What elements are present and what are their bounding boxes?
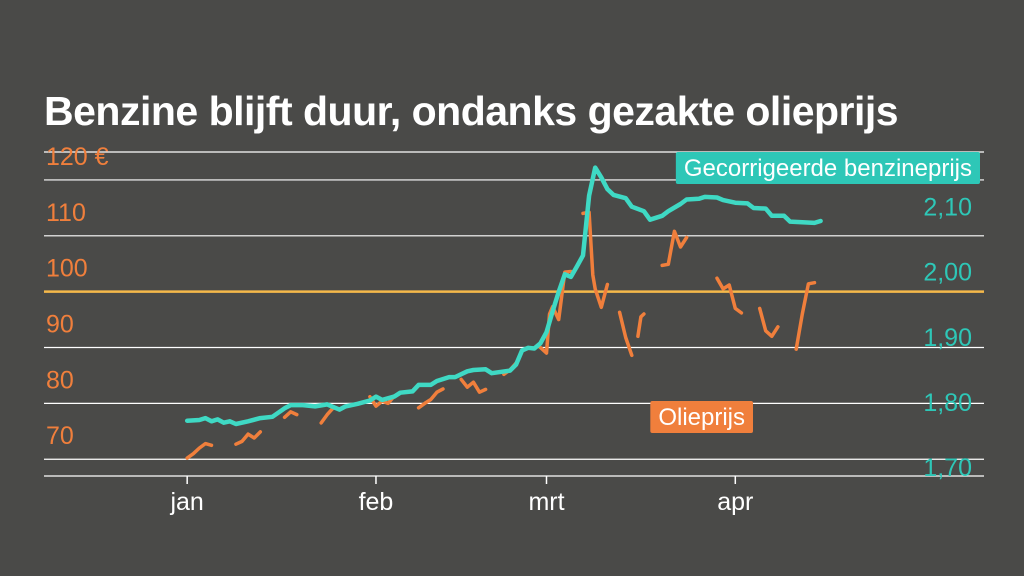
olieprijs-line-segment <box>282 410 299 420</box>
olie-series-label: Olieprijs <box>650 401 753 433</box>
olieprijs-line-segment <box>538 269 573 355</box>
olieprijs-line-segment <box>636 312 646 339</box>
right-axis: 1,70 1,80 1,90 2,00 2,10 <box>923 194 972 482</box>
x-axis: jan feb mrt apr <box>169 476 753 516</box>
olie-series-label-text: Olieprijs <box>658 404 745 431</box>
right-tick-label: 1,80 <box>923 389 972 417</box>
olie-series-label-box <box>650 401 753 433</box>
benzineprijs-series <box>184 165 823 427</box>
series-labels: Gecorrigeerde benzineprijs Olieprijs <box>650 152 980 433</box>
gridlines <box>44 151 984 477</box>
chart-title: Benzine blijft duur, ondanks gezakte oli… <box>44 88 899 134</box>
olieprijs-line-segment <box>185 441 214 460</box>
left-tick-label: 70 <box>46 422 74 450</box>
left-tick-label: 120 € <box>46 143 109 171</box>
left-tick-label: 80 <box>46 366 74 394</box>
right-tick-label: 2,00 <box>923 259 972 287</box>
left-tick-label: 100 <box>46 255 88 283</box>
x-tick-label: apr <box>717 488 753 516</box>
olieprijs-line-segment <box>416 387 445 410</box>
right-tick-label: 2,10 <box>923 194 972 222</box>
benzine-series-label: Gecorrigeerde benzineprijs <box>675 152 980 184</box>
left-tick-label: 110 <box>46 199 86 227</box>
olieprijs-line-segment <box>660 229 689 268</box>
olieprijs-line-segment <box>617 310 634 358</box>
olieprijs-line-segment <box>757 306 780 339</box>
left-axis: 70 80 90 100 110 120 € <box>46 143 109 450</box>
left-tick-label: 90 <box>46 311 74 339</box>
x-tick-label: jan <box>169 488 203 516</box>
olieprijs-line-segment <box>794 280 817 351</box>
right-tick-label: 1,90 <box>923 324 972 352</box>
benzine-series-label-box <box>675 152 980 184</box>
olieprijs-line-segment <box>459 377 488 394</box>
right-tick-label: 1,70 <box>923 454 972 482</box>
olieprijs-line-segment <box>715 276 744 315</box>
benzine-series-label-text: Gecorrigeerde benzineprijs <box>684 155 972 182</box>
x-tick-label: mrt <box>528 488 564 516</box>
benzineprijs-line <box>184 165 823 427</box>
olieprijs-line-segment <box>234 430 263 446</box>
x-tick-label: feb <box>359 488 394 516</box>
